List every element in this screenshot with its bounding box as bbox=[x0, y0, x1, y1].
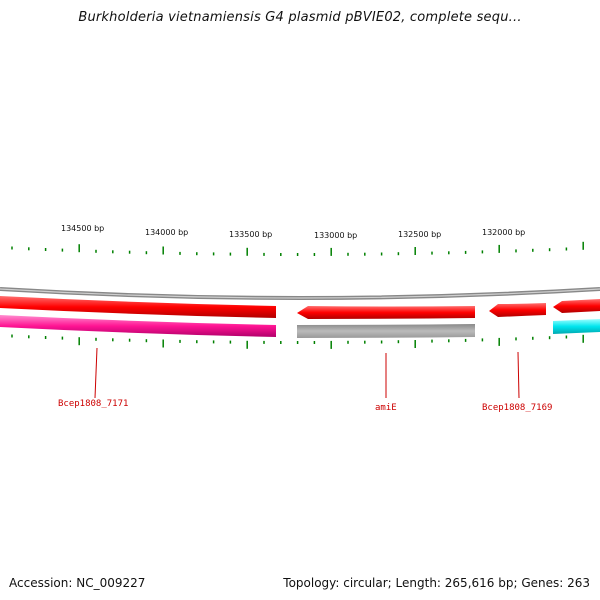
leader-line-Bcep1808_7169 bbox=[517, 351, 520, 399]
gene-forward-3[interactable] bbox=[489, 303, 546, 317]
leader-line-Bcep1808_7171 bbox=[94, 347, 98, 399]
gene-label-amiE: amiE bbox=[375, 403, 397, 413]
tick-label-134500: 134500 bp bbox=[61, 224, 104, 233]
tick-label-133500: 133500 bp bbox=[229, 230, 272, 239]
accession-label: Accession: NC_009227 bbox=[9, 576, 146, 590]
backbone-ring-highlight bbox=[0, 288, 600, 299]
tick-label-132000: 132000 bp bbox=[482, 228, 525, 237]
inner-tick-marks bbox=[11, 334, 584, 349]
gene-reverse-amiE[interactable] bbox=[297, 324, 475, 338]
gene-forward-4[interactable] bbox=[553, 299, 600, 313]
gene-label-Bcep1808_7169: Bcep1808_7169 bbox=[482, 403, 552, 413]
sequence-summary: Topology: circular; Length: 265,616 bp; … bbox=[283, 576, 590, 590]
gene-forward-1[interactable] bbox=[0, 296, 276, 318]
gene-label-Bcep1808_7171: Bcep1808_7171 bbox=[58, 399, 128, 409]
tick-label-133000: 133000 bp bbox=[314, 231, 357, 240]
gene-reverse-cyan[interactable] bbox=[553, 319, 600, 334]
map-title: Burkholderia vietnamiensis G4 plasmid pB… bbox=[78, 10, 522, 25]
tick-label-132500: 132500 bp bbox=[398, 230, 441, 239]
tick-label-134000: 134000 bp bbox=[145, 228, 188, 237]
gene-forward-amiE-row[interactable] bbox=[297, 306, 475, 319]
outer-tick-marks bbox=[11, 241, 584, 256]
gene-reverse-Bcep1808_7171[interactable] bbox=[0, 315, 276, 337]
